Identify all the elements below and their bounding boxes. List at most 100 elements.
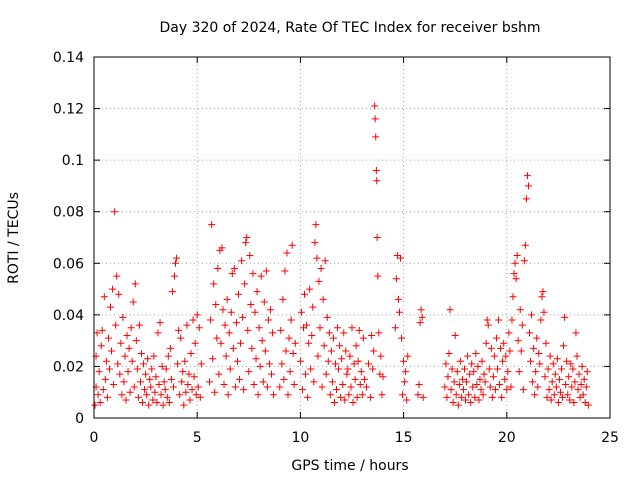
roti-point xyxy=(458,375,466,383)
roti-point xyxy=(489,373,497,381)
roti-point xyxy=(95,368,103,376)
roti-point xyxy=(354,357,362,365)
roti-point xyxy=(368,331,376,339)
roti-point xyxy=(497,344,505,352)
roti-point xyxy=(158,362,166,370)
roti-point xyxy=(254,391,262,399)
roti-point xyxy=(573,352,581,360)
roti-point xyxy=(326,391,334,399)
roti-point xyxy=(445,350,453,358)
roti-point xyxy=(373,177,381,185)
roti-point xyxy=(471,393,479,401)
roti-point xyxy=(316,324,324,332)
roti-point xyxy=(499,357,507,365)
roti-point xyxy=(481,378,489,386)
roti-point xyxy=(480,370,488,378)
roti-point xyxy=(454,401,462,409)
roti-point xyxy=(281,267,289,275)
roti-point xyxy=(110,380,118,388)
roti-point xyxy=(117,339,125,347)
x-tick-labels: 0 5 10 15 20 25 xyxy=(90,430,619,446)
roti-point xyxy=(131,280,139,288)
roti-point xyxy=(441,383,449,391)
roti-point xyxy=(264,316,272,324)
roti-point xyxy=(524,182,532,190)
roti-point xyxy=(329,334,337,342)
roti-point xyxy=(296,357,304,365)
roti-point xyxy=(352,342,360,350)
roti-point xyxy=(192,391,200,399)
roti-point xyxy=(242,239,250,247)
roti-point xyxy=(551,370,559,378)
roti-point xyxy=(246,252,254,260)
roti-point xyxy=(164,352,172,360)
roti-point xyxy=(236,375,244,383)
roti-point xyxy=(162,365,170,373)
roti-point xyxy=(492,334,500,342)
roti-point xyxy=(150,352,158,360)
roti-point xyxy=(108,347,116,355)
roti-point xyxy=(172,259,180,267)
roti-point xyxy=(195,324,203,332)
roti-point xyxy=(351,375,359,383)
roti-point xyxy=(109,285,117,293)
roti-point xyxy=(291,339,299,347)
roti-point xyxy=(403,396,411,404)
roti-point xyxy=(175,326,183,334)
roti-point xyxy=(495,316,503,324)
roti-point xyxy=(260,298,268,306)
roti-point xyxy=(584,401,592,409)
roti-point xyxy=(546,352,554,360)
roti-point xyxy=(266,306,274,314)
roti-point xyxy=(309,303,317,311)
roti-point xyxy=(100,293,108,301)
roti-point xyxy=(306,285,314,293)
roti-point xyxy=(417,306,425,314)
roti-point xyxy=(467,399,475,407)
roti-point xyxy=(346,352,354,360)
roti-point xyxy=(301,290,309,298)
roti-point xyxy=(500,339,508,347)
roti-point xyxy=(453,368,461,376)
roti-point xyxy=(99,386,107,394)
roti-point xyxy=(372,133,380,141)
roti-point xyxy=(315,277,323,285)
roti-point xyxy=(488,393,496,401)
roti-point xyxy=(287,316,295,324)
roti-point xyxy=(111,208,119,216)
roti-point xyxy=(132,337,140,345)
roti-point xyxy=(505,329,513,337)
roti-point xyxy=(560,342,568,350)
y-tick-label: 0.14 xyxy=(53,50,84,66)
x-axis-label: GPS time / hours xyxy=(291,458,408,474)
roti-point xyxy=(286,368,294,376)
roti-point xyxy=(349,399,357,407)
roti-point xyxy=(305,339,313,347)
roti-point xyxy=(335,365,343,373)
roti-point xyxy=(520,257,528,265)
roti-point xyxy=(263,383,271,391)
axis-ticks xyxy=(93,56,611,419)
roti-point xyxy=(104,334,112,342)
roti-point xyxy=(569,365,577,373)
roti-point xyxy=(554,399,562,407)
roti-point xyxy=(568,383,576,391)
roti-point xyxy=(559,393,567,401)
roti-point xyxy=(374,272,382,280)
roti-point xyxy=(93,329,101,337)
roti-point xyxy=(176,391,184,399)
roti-point xyxy=(484,321,492,329)
roti-point xyxy=(253,288,261,296)
y-tick-label: 0.04 xyxy=(53,308,84,324)
roti-point xyxy=(304,393,312,401)
roti-point xyxy=(456,357,464,365)
roti-point xyxy=(526,329,534,337)
roti-point xyxy=(149,396,157,404)
roti-point xyxy=(356,380,364,388)
roti-point xyxy=(391,324,399,332)
roti-point xyxy=(343,370,351,378)
roti-point xyxy=(206,378,214,386)
roti-point xyxy=(248,344,256,352)
roti-point xyxy=(535,350,543,358)
roti-point xyxy=(342,347,350,355)
